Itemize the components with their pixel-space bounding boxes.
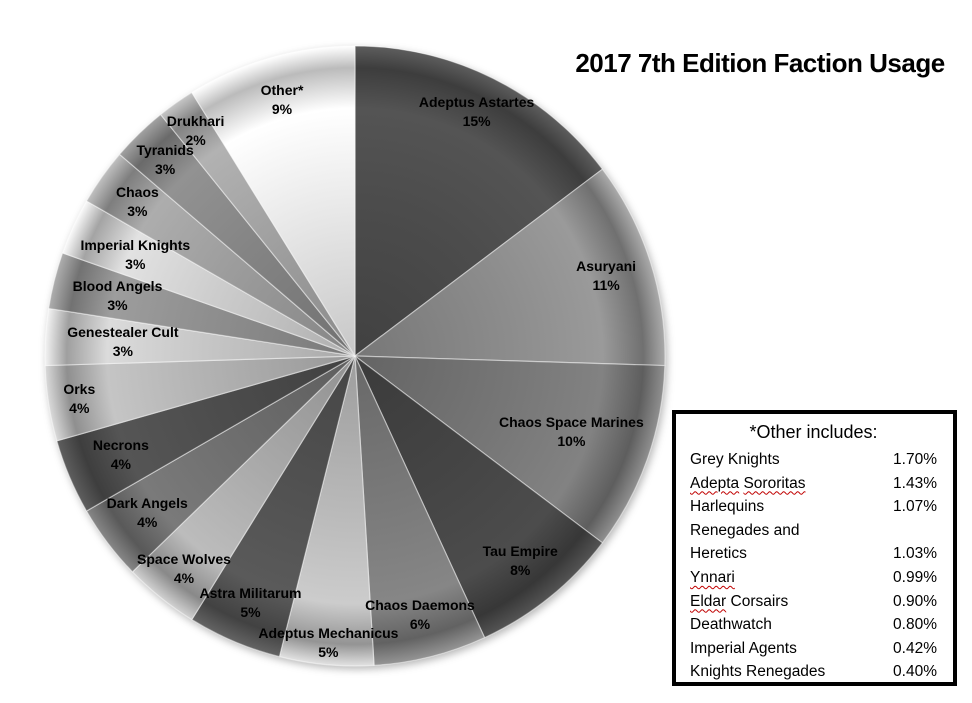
other-faction-percent: 0.99%: [893, 568, 937, 586]
other-legend-row: Knights Renegades 0.40%: [690, 660, 937, 684]
other-legend-rows: Grey Knights 1.70% Adepta Sororitas 1.43% Ha…: [690, 448, 937, 684]
pie-slice-drukhari: [159, 91, 356, 357]
pie-slice-imperial-knights: [61, 200, 356, 357]
other-legend-row: Grey Knights 1.70%: [690, 448, 937, 472]
other-faction-name: Renegades and Heretics: [690, 521, 800, 563]
other-faction-name: Ynnari: [690, 568, 735, 586]
other-faction-name: Harlequins: [690, 498, 765, 516]
pie-slice-necrons: [56, 355, 356, 512]
pie-slice-blood-angels: [47, 252, 356, 357]
pie-slice-chaos: [85, 153, 356, 357]
other-faction-name: Adepta Sororitas: [690, 474, 806, 492]
other-legend-row: Renegades and Heretics 1.03%: [690, 519, 937, 566]
other-faction-percent: 1.70%: [893, 451, 937, 468]
other-legend-box: *Other includes: Grey Knights 1.70% Adepta…: [672, 410, 957, 686]
other-faction-name: Deathwatch: [690, 616, 772, 634]
pie-slice-genestealer-cult: [44, 307, 356, 367]
pie-slice-tau-empire: [354, 355, 604, 639]
other-legend-row: Ynnari 0.99%: [690, 566, 937, 590]
chart-title: 2017 7th Edition Faction Usage: [575, 48, 945, 78]
other-faction-percent: 1.07%: [893, 498, 937, 516]
pie-slice-tyranids: [118, 113, 356, 357]
other-faction-name: Imperial Agents: [690, 639, 797, 657]
pie-slice-dark-angels: [85, 355, 356, 573]
other-faction-percent: 1.43%: [893, 474, 937, 492]
pie-slice-space-wolves: [131, 355, 356, 621]
pie-slice-other: [190, 45, 356, 359]
other-legend-row: Eldar Corsairs 0.90%: [690, 590, 937, 614]
pie-slice-chaos-daemons: [354, 355, 486, 667]
other-faction-percent: 1.03%: [893, 545, 937, 563]
other-legend-row: Deathwatch 0.80%: [690, 613, 937, 637]
pie-slice-asuryani: [353, 168, 666, 367]
other-legend-title: *Other includes:: [749, 422, 878, 442]
pie-chart: Adeptus Astartes 15% Asuryani 11% Chaos Spac…: [35, 36, 675, 676]
other-faction-percent: 0.90%: [893, 592, 937, 610]
pie-slice-chaos-space-marines: [353, 355, 666, 544]
pie-slice-orks: [44, 355, 356, 442]
other-faction-name: Eldar Corsairs: [690, 592, 789, 610]
pie-slice-astra-militarum: [190, 355, 356, 658]
other-faction-percent: 0.40%: [893, 663, 937, 681]
pie-slice-adeptus-astartes: [354, 45, 604, 358]
pie-chart-svg: [44, 45, 666, 667]
pie-slice-adeptus-mechanicus: [278, 355, 375, 667]
other-faction-percent: 0.42%: [893, 639, 937, 657]
other-legend-row: Imperial Agents 0.42%: [690, 637, 937, 661]
other-legend-row: Harlequins 1.07%: [690, 495, 937, 519]
other-legend-row: Adepta Sororitas 1.43%: [690, 472, 937, 496]
other-faction-name: Knights Renegades: [690, 663, 826, 681]
other-faction-percent: 0.80%: [893, 616, 937, 634]
other-faction-name: Grey Knights: [690, 451, 780, 468]
